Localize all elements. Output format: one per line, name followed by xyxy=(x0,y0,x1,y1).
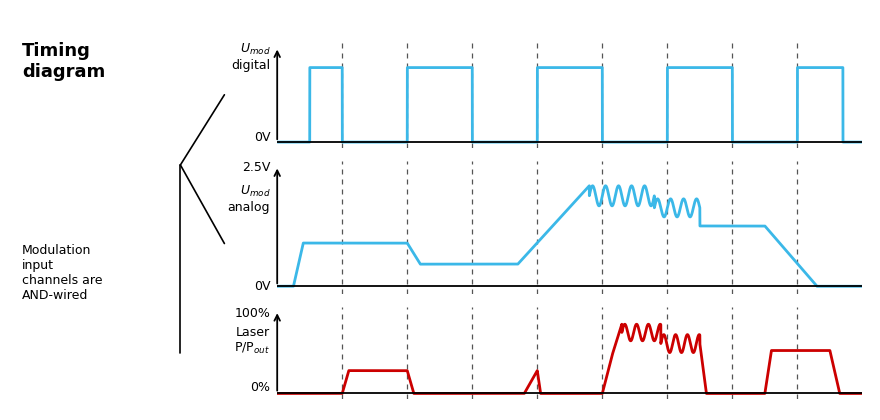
Text: Laser
P/P$_{out}$: Laser P/P$_{out}$ xyxy=(234,326,270,356)
Text: 0%: 0% xyxy=(250,381,270,394)
Text: $U_{mod}$
digital: $U_{mod}$ digital xyxy=(231,42,270,71)
Text: Timing
diagram: Timing diagram xyxy=(22,42,106,81)
Text: 0V: 0V xyxy=(253,131,270,144)
Text: Modulation
input
channels are
AND-wired: Modulation input channels are AND-wired xyxy=(22,244,102,302)
Text: $U_{mod}$
analog: $U_{mod}$ analog xyxy=(228,184,270,214)
Text: 0V: 0V xyxy=(253,280,270,293)
Text: 2.5V: 2.5V xyxy=(242,161,270,173)
Text: 100%: 100% xyxy=(234,307,270,320)
